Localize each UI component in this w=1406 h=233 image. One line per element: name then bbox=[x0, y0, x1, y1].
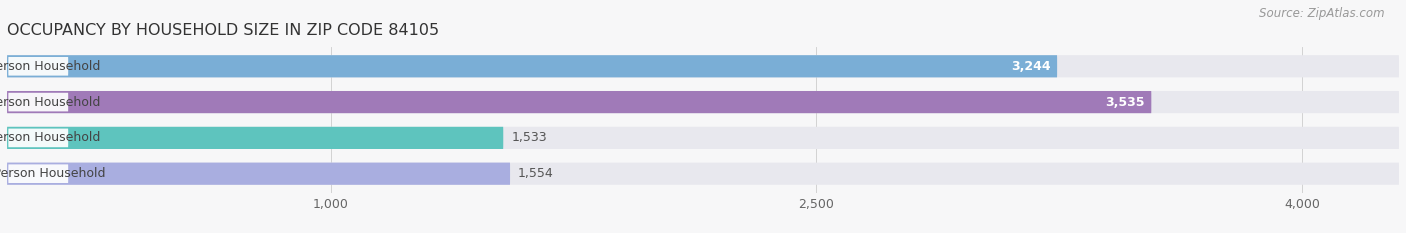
Text: 1-Person Household: 1-Person Household bbox=[0, 60, 100, 73]
Text: Source: ZipAtlas.com: Source: ZipAtlas.com bbox=[1260, 7, 1385, 20]
FancyBboxPatch shape bbox=[8, 93, 69, 111]
FancyBboxPatch shape bbox=[7, 127, 1399, 149]
FancyBboxPatch shape bbox=[8, 129, 69, 147]
Text: 1,554: 1,554 bbox=[519, 167, 554, 180]
FancyBboxPatch shape bbox=[7, 91, 1152, 113]
Text: 2-Person Household: 2-Person Household bbox=[0, 96, 100, 109]
FancyBboxPatch shape bbox=[8, 57, 69, 75]
FancyBboxPatch shape bbox=[7, 55, 1057, 77]
FancyBboxPatch shape bbox=[7, 163, 510, 185]
FancyBboxPatch shape bbox=[7, 127, 503, 149]
FancyBboxPatch shape bbox=[7, 91, 1399, 113]
FancyBboxPatch shape bbox=[8, 164, 69, 183]
Text: 3,244: 3,244 bbox=[1011, 60, 1050, 73]
Text: 4+ Person Household: 4+ Person Household bbox=[0, 167, 105, 180]
Text: 1,533: 1,533 bbox=[512, 131, 547, 144]
Text: OCCUPANCY BY HOUSEHOLD SIZE IN ZIP CODE 84105: OCCUPANCY BY HOUSEHOLD SIZE IN ZIP CODE … bbox=[7, 24, 439, 38]
FancyBboxPatch shape bbox=[7, 55, 1399, 77]
Text: 3,535: 3,535 bbox=[1105, 96, 1144, 109]
Text: 3-Person Household: 3-Person Household bbox=[0, 131, 100, 144]
FancyBboxPatch shape bbox=[7, 163, 1399, 185]
